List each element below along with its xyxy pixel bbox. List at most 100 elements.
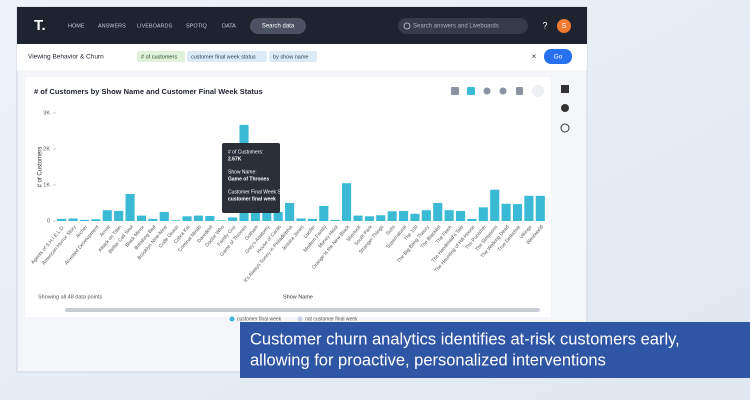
- token[interactable]: [187, 51, 267, 62]
- settings-icon[interactable]: [561, 104, 569, 112]
- search-data-button[interactable]: [250, 18, 306, 34]
- bar: [102, 210, 112, 221]
- tooltip-line: # of Customers:: [228, 149, 263, 155]
- data-source[interactable]: Viewing Behavior & Churn: [28, 54, 104, 61]
- token-text: customer final week status: [191, 54, 256, 60]
- bar: [319, 205, 329, 221]
- bar: [171, 220, 181, 221]
- more-button[interactable]: [532, 85, 544, 97]
- y-axis-label[interactable]: # of Customers: [38, 147, 44, 188]
- answers-search[interactable]: [398, 18, 528, 34]
- nav-item[interactable]: ANSWERS: [98, 23, 126, 29]
- bar: [273, 212, 283, 221]
- avatar-initial: S: [562, 23, 567, 30]
- caption-line: Customer churn analytics identifies at-r…: [250, 330, 680, 348]
- bar: [455, 210, 466, 221]
- caption-banner: [240, 322, 750, 378]
- tooltip-line: 2.67K: [228, 156, 242, 162]
- spotiq-icon[interactable]: [499, 87, 507, 95]
- legend-label: not customer final week: [305, 316, 358, 322]
- x-axis-label[interactable]: Show Name: [283, 294, 313, 300]
- tooltip-line: Game of Thrones: [228, 176, 269, 182]
- chart-icon[interactable]: [467, 87, 475, 95]
- y-tick-label: 3K: [43, 110, 50, 116]
- chart-type-icon[interactable]: [561, 85, 569, 93]
- legend-swatch: [229, 316, 235, 322]
- token[interactable]: [137, 51, 185, 62]
- bar: [91, 219, 101, 221]
- bar: [399, 210, 409, 221]
- bar: [342, 183, 352, 221]
- bar: [387, 211, 397, 221]
- info-icon[interactable]: [560, 123, 570, 133]
- bar: [205, 215, 215, 221]
- answers-search-placeholder: Search answers and Liveboards: [413, 24, 499, 30]
- bar: [421, 210, 431, 221]
- bar: [490, 189, 500, 221]
- bar: [353, 215, 363, 221]
- bar: [79, 219, 90, 221]
- tooltip: [222, 143, 280, 213]
- y-tick-label: 0: [47, 218, 50, 224]
- bar: [57, 218, 67, 221]
- tooltip-line: customer final week: [228, 196, 276, 202]
- clear-button[interactable]: ×: [532, 52, 537, 61]
- y-tick-label: 2K: [43, 146, 50, 152]
- bar: [159, 212, 169, 221]
- bar: [68, 218, 78, 221]
- tooltip-line: Show Name:: [228, 169, 257, 175]
- legend-swatch: [297, 316, 303, 322]
- bar: [330, 219, 340, 221]
- bar: [114, 210, 124, 221]
- avatar[interactable]: [557, 19, 571, 33]
- bar: [307, 218, 317, 221]
- bar: [444, 210, 454, 221]
- bar: [535, 195, 545, 221]
- chart-toolbar: [451, 85, 544, 97]
- chart-title: # of Customers by Show Name and Customer…: [34, 87, 263, 96]
- logo[interactable]: T.: [34, 17, 46, 34]
- bar: [433, 203, 443, 221]
- data-point-count: Showing all 48 data points: [38, 294, 102, 300]
- scrollbar[interactable]: [65, 308, 540, 312]
- bar: [376, 215, 386, 221]
- bar: [512, 204, 523, 221]
- bar: [285, 203, 295, 221]
- bar: [216, 220, 226, 221]
- nav-item[interactable]: SPOTIQ: [186, 23, 208, 29]
- go-label: Go: [554, 54, 563, 61]
- legend-label: customer final week: [237, 316, 282, 322]
- token[interactable]: [269, 51, 317, 62]
- go-button[interactable]: [544, 49, 572, 64]
- table-icon[interactable]: [451, 87, 459, 95]
- bar: [296, 218, 306, 221]
- share-icon[interactable]: [516, 87, 523, 95]
- nav-item[interactable]: DATA: [222, 23, 236, 29]
- help-button[interactable]: ?: [542, 20, 547, 30]
- chart-card: [25, 77, 551, 317]
- token-text: # of customers: [141, 54, 177, 60]
- y-tick-label: 1K: [43, 182, 50, 188]
- bar: [182, 216, 192, 221]
- caption-line: allowing for proactive, personalized int…: [250, 351, 606, 369]
- bar: [136, 215, 147, 221]
- bar: [148, 218, 158, 221]
- search-icon: [403, 22, 411, 30]
- nav-item[interactable]: HOME: [68, 23, 85, 29]
- bar: [410, 213, 420, 221]
- bar: [193, 215, 203, 221]
- bar: [524, 195, 534, 221]
- pin-icon[interactable]: [483, 87, 491, 95]
- search-data-label: Search data: [262, 24, 295, 30]
- bar: [228, 217, 238, 221]
- token-text: by show name: [273, 54, 308, 60]
- tooltip-line: Customer Final Week Status:: [228, 189, 293, 195]
- bar: [478, 207, 488, 221]
- legend: customer final week not customer final we…: [229, 316, 358, 322]
- nav-item[interactable]: LIVEBOARDS: [137, 23, 172, 29]
- bar: [125, 194, 135, 221]
- side-panel: [556, 77, 581, 317]
- bar: [501, 203, 511, 221]
- bar: [467, 218, 477, 221]
